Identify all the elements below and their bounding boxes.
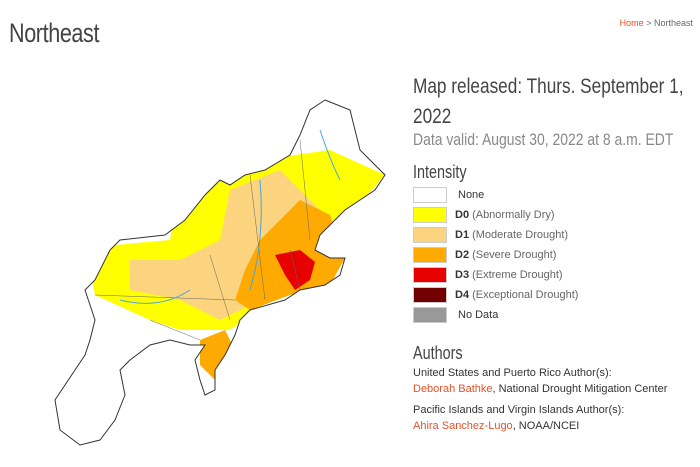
swatch [413,187,447,203]
author-group: Pacific Islands and Virgin Islands Autho… [413,404,625,416]
swatch [413,227,447,243]
swatch [413,267,447,283]
swatch [413,207,447,223]
authors: United States and Puerto Rico Author(s):… [413,365,667,434]
region-d2-south [200,330,235,380]
author-link[interactable]: Deborah Bathke [413,383,493,395]
author-link[interactable]: Ahira Sanchez-Lugo [413,420,513,432]
legend-item-d1: D1 (Moderate Drought) [413,225,578,245]
swatch [413,307,447,323]
author-org: , National Drought Mitigation Center [492,383,668,395]
swatch [413,247,447,263]
legend-item-d4: D4 (Exceptional Drought) [413,285,578,305]
legend-item-none: None [413,185,578,205]
breadcrumb-current: Northeast [653,18,693,28]
legend-item-no-data: No Data [413,305,578,325]
state-borders [94,139,311,341]
swatch [413,287,447,303]
page-title: Northeast [9,18,100,48]
rivers [119,129,341,304]
drought-map [54,99,386,446]
intensity-heading: Intensity [413,162,467,182]
authors-heading: Authors [413,343,463,363]
data-valid: Data valid: August 30, 2022 at 8 a.m. ED… [413,130,674,149]
author-org: , NOAA/NCEI [512,420,580,432]
legend: None D0 (Abnormally Dry) D1 (Moderate Drou… [413,185,578,325]
author-group: United States and Puerto Rico Author(s): [413,367,612,379]
map-released: Map released: Thurs. September 1, 2022 [413,75,684,128]
legend-item-d0: D0 (Abnormally Dry) [413,205,578,225]
breadcrumb-separator: > [646,18,652,28]
legend-item-d3: D3 (Extreme Drought) [413,265,578,285]
legend-item-d2: D2 (Severe Drought) [413,245,578,265]
breadcrumb-home-link[interactable]: Home [619,18,644,28]
breadcrumb: Home > Northeast [620,18,693,28]
